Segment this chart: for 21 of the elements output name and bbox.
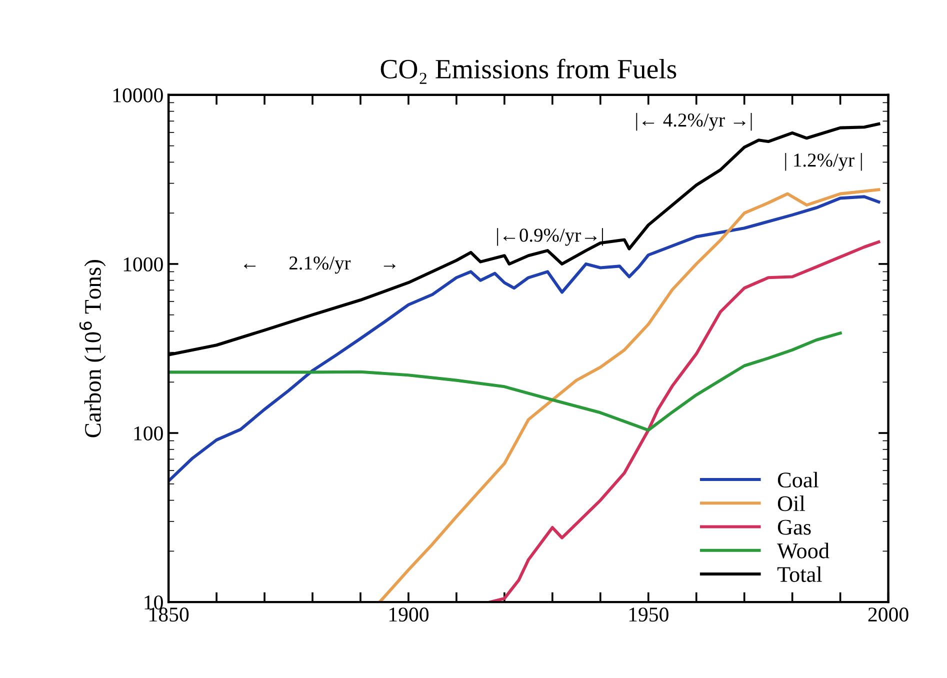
y-tick-label: 100: [134, 426, 163, 440]
y-tick-label: 10: [144, 595, 163, 610]
y-axis-title: Carbon (10$^{6}$ Tons): [79, 260, 106, 438]
line-series: [168, 332, 842, 432]
y-tick-label: 1000: [124, 257, 163, 272]
annotation: |← 4.2%/yr →|: [636, 112, 752, 131]
legend-label: Coal: [778, 472, 819, 488]
x-tick-label: 1850: [150, 608, 189, 622]
x-tick-label: 2000: [868, 608, 908, 622]
x-tick-label: 1900: [389, 608, 429, 622]
x-tick-label: 1950: [629, 608, 668, 622]
y-tick-label: 10000: [113, 88, 163, 102]
legend-label: Wood: [777, 542, 830, 558]
annotation: |←0.9%/yr→|: [497, 228, 603, 246]
annotation: | 1.2%/yr |: [785, 153, 862, 171]
legend-label: Gas: [778, 520, 811, 535]
annotation: ← 2.1%/yr →: [244, 256, 396, 274]
legend-label: Oil: [778, 495, 805, 512]
chart-title: CO₂ Emissions from Fuels: [380, 58, 676, 84]
line-series: [378, 188, 880, 602]
legend-label: Total: [777, 566, 822, 582]
